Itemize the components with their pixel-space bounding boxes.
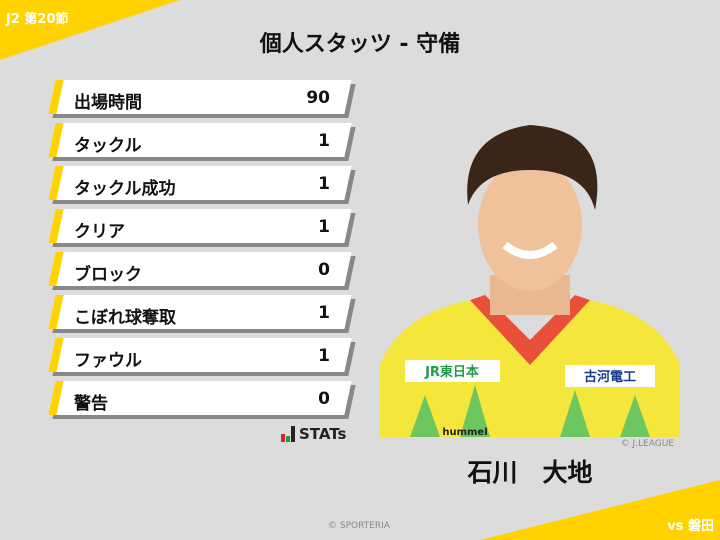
stat-value: 90: [306, 88, 330, 108]
photo-credit: © J.LEAGUE: [620, 439, 674, 449]
stat-row: タックル 1: [48, 123, 356, 161]
player-photo: JR東日本 古河電工 hummel: [380, 75, 680, 437]
stat-value: 1: [318, 303, 330, 323]
sponsor-furukawa: 古河電工: [584, 369, 636, 385]
opponent-label: vs 磐田: [667, 519, 714, 534]
stat-label: こぼれ球奪取: [74, 308, 176, 328]
sponsor-jr: JR東日本: [424, 364, 479, 380]
copyright: © SPORTERIA: [328, 521, 390, 531]
bar-chart-icon: [281, 426, 295, 442]
stats-list: 出場時間 90 タックル 1 タックル成功 1 クリア 1 ブロック 0 こぼれ球奪取 1 ファウル 1 警…: [48, 80, 356, 424]
stat-value: 1: [318, 131, 330, 151]
stat-value: 1: [318, 174, 330, 194]
stat-label: 警告: [74, 394, 108, 414]
stat-label: ファウル: [74, 351, 142, 371]
stat-row: 警告 0: [48, 381, 356, 419]
page-title: 個人スタッツ - 守備: [259, 32, 461, 57]
stat-row: ファウル 1: [48, 338, 356, 376]
stat-value: 1: [318, 217, 330, 237]
corner-banner-bottom: [480, 480, 720, 540]
corner-banner-top: [0, 0, 180, 60]
stat-value: 0: [318, 260, 330, 280]
stat-label: タックル成功: [74, 179, 176, 199]
sponsor-hummel: hummel: [442, 427, 487, 437]
stat-label: ブロック: [74, 265, 142, 285]
round-label: J2 第20節: [6, 12, 69, 27]
stat-value: 1: [318, 346, 330, 366]
stat-label: タックル: [74, 136, 142, 156]
stat-row: こぼれ球奪取 1: [48, 295, 356, 333]
stats-logo: STATs: [281, 426, 346, 442]
stat-row: クリア 1: [48, 209, 356, 247]
stat-value: 0: [318, 389, 330, 409]
stat-row: タックル成功 1: [48, 166, 356, 204]
stat-label: クリア: [74, 222, 125, 242]
stat-row: 出場時間 90: [48, 80, 356, 118]
stat-label: 出場時間: [74, 93, 142, 113]
stat-row: ブロック 0: [48, 252, 356, 290]
